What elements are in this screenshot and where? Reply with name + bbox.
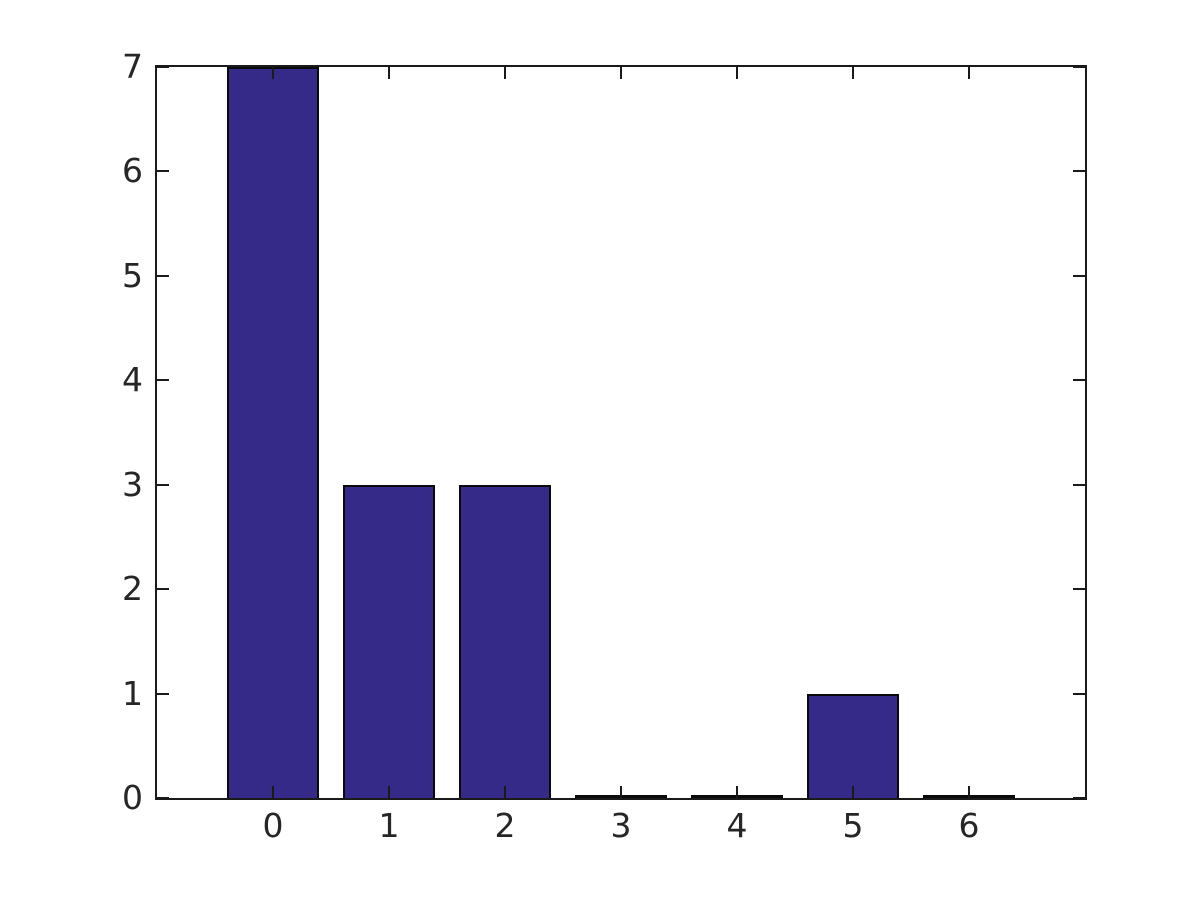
x-tick-label: 2 [494,806,516,845]
x-axis-tick-bottom [620,786,622,798]
x-tick-label: 3 [610,806,632,845]
x-axis-tick-bottom [736,786,738,798]
y-axis-tick-right [1073,66,1085,68]
y-axis-tick-left [157,588,169,591]
y-tick-label: 2 [122,569,143,609]
x-axis-tick-top [504,67,506,79]
y-axis-tick-left [157,274,169,277]
x-axis-tick-bottom [272,786,274,798]
y-axis-tick-right [1073,170,1085,173]
y-axis-tick-left [157,170,169,173]
y-axis-tick-right [1073,379,1085,382]
bar [458,484,552,798]
y-axis-tick-left [157,66,169,68]
y-tick-label: 3 [122,464,143,504]
y-axis-tick-left [157,692,169,695]
y-axis-tick-left [157,797,169,799]
x-tick-label: 0 [262,806,284,845]
y-axis-tick-right [1073,797,1085,799]
x-axis-tick-bottom [388,786,390,798]
x-axis-tick-bottom [968,786,970,798]
y-axis-tick-left [157,379,169,382]
x-axis-tick-bottom [852,786,854,798]
x-axis-tick-top [852,67,854,79]
y-axis-tick-right [1073,483,1085,486]
x-axis-tick-top [968,67,970,79]
x-axis-tick-top [620,67,622,79]
y-tick-label: 5 [122,255,143,295]
x-tick-label: 5 [842,806,864,845]
x-axis-tick-bottom [504,786,506,798]
bar [342,484,436,798]
x-tick-label: 1 [378,806,400,845]
x-axis-tick-top [272,67,274,79]
x-tick-label: 6 [958,806,980,845]
y-tick-label: 0 [122,778,143,817]
y-tick-label: 1 [122,673,143,713]
y-axis-tick-right [1073,274,1085,277]
x-axis-tick-top [736,67,738,79]
bar [226,67,320,798]
x-tick-label: 4 [726,806,748,845]
y-axis-tick-left [157,483,169,486]
y-tick-label: 7 [122,47,143,86]
y-axis-tick-right [1073,692,1085,695]
y-tick-label: 6 [122,151,143,191]
y-tick-label: 4 [122,360,143,400]
plot-area [155,65,1087,800]
y-axis-tick-right [1073,588,1085,591]
x-axis-tick-top [388,67,390,79]
bar [806,693,900,798]
